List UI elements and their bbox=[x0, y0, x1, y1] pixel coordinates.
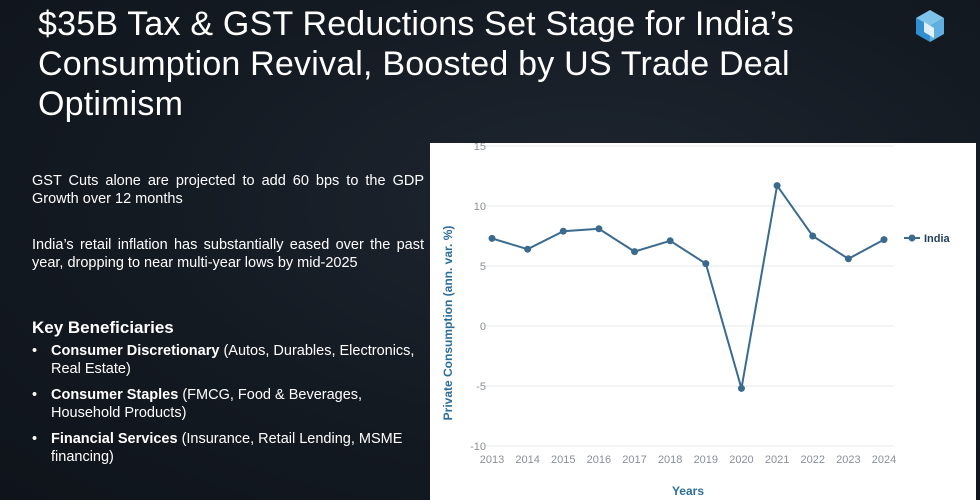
data-point bbox=[595, 225, 603, 233]
y-axis-label: Private Consumption (ann. var. %) bbox=[441, 226, 455, 421]
x-tick-label: 2023 bbox=[836, 454, 860, 466]
list-item: • Consumer Discretionary (Autos, Durable… bbox=[32, 342, 422, 378]
sector-detail: (Autos, Durables, Electronics, Real Esta… bbox=[51, 343, 415, 377]
x-tick-label: 2016 bbox=[587, 454, 611, 466]
series-line-india bbox=[491, 183, 885, 389]
sector-name: Consumer Staples bbox=[51, 387, 179, 403]
x-tick-label: 2020 bbox=[729, 454, 753, 466]
x-tick-label: 2019 bbox=[694, 454, 718, 466]
consumption-line-chart: -10 -5 0 5 10 15 2013 2014 2015 2016 2017 2018 2019… bbox=[441, 143, 951, 498]
data-point bbox=[844, 255, 852, 263]
sector-name: Consumer Discretionary bbox=[51, 343, 220, 359]
data-point bbox=[702, 260, 710, 268]
y-tick-label: 15 bbox=[474, 143, 486, 153]
key-beneficiaries-heading: Key Beneficiaries bbox=[32, 318, 174, 337]
bullet-icon: • bbox=[32, 343, 38, 359]
y-tick-label: -10 bbox=[470, 441, 486, 453]
gst-impact-paragraph: GST Cuts alone are projected to add 60 b… bbox=[32, 173, 424, 207]
bullet-icon: • bbox=[32, 431, 38, 447]
x-axis-ticks: 2013 2014 2015 2016 2017 2018 2019 2020 2021 2022… bbox=[480, 454, 896, 466]
legend-label-india: India bbox=[924, 233, 951, 245]
y-tick-label: 5 bbox=[480, 261, 486, 273]
x-axis-label: Years bbox=[672, 484, 704, 498]
inflation-paragraph: India’s retail inflation has substantial… bbox=[32, 237, 424, 271]
gridlines bbox=[484, 145, 894, 447]
list-item: • Consumer Staples (FMCG, Food & Beverag… bbox=[32, 386, 422, 422]
data-point bbox=[773, 182, 781, 190]
y-tick-label: 0 bbox=[480, 321, 486, 333]
y-tick-label: -5 bbox=[476, 381, 486, 393]
x-tick-label: 2022 bbox=[800, 454, 824, 466]
cube-logo-icon bbox=[916, 10, 944, 42]
data-point bbox=[631, 248, 639, 256]
x-tick-label: 2014 bbox=[515, 454, 539, 466]
legend-marker-icon bbox=[908, 234, 916, 242]
data-point bbox=[666, 237, 674, 245]
x-tick-label: 2013 bbox=[480, 454, 504, 466]
legend: India bbox=[904, 233, 951, 245]
beneficiaries-list: • Consumer Discretionary (Autos, Durable… bbox=[32, 342, 422, 474]
data-point bbox=[524, 245, 532, 253]
data-points bbox=[488, 182, 888, 392]
x-tick-label: 2017 bbox=[622, 454, 646, 466]
sector-detail: (Insurance, Retail Lending, MSME financi… bbox=[51, 431, 403, 465]
data-point bbox=[737, 384, 745, 392]
sector-detail: (FMCG, Food & Beverages, Household Produ… bbox=[51, 387, 363, 421]
data-point bbox=[880, 236, 888, 244]
consumption-chart-panel: -10 -5 0 5 10 15 2013 2014 2015 2016 2017 2018 2019… bbox=[430, 143, 976, 500]
slide-title: $35B Tax & GST Reductions Set Stage for … bbox=[38, 5, 794, 123]
x-tick-label: 2018 bbox=[658, 454, 682, 466]
data-point bbox=[809, 232, 817, 240]
x-tick-label: 2021 bbox=[765, 454, 789, 466]
data-point bbox=[559, 227, 567, 235]
data-point bbox=[488, 234, 496, 242]
y-tick-label: 10 bbox=[474, 201, 486, 213]
x-tick-label: 2024 bbox=[872, 454, 896, 466]
y-axis-ticks: -10 -5 0 5 10 15 bbox=[470, 143, 486, 453]
list-item: • Financial Services (Insurance, Retail … bbox=[32, 430, 422, 466]
x-tick-label: 2015 bbox=[551, 454, 575, 466]
bullet-icon: • bbox=[32, 387, 38, 403]
sector-name: Financial Services bbox=[51, 431, 178, 447]
